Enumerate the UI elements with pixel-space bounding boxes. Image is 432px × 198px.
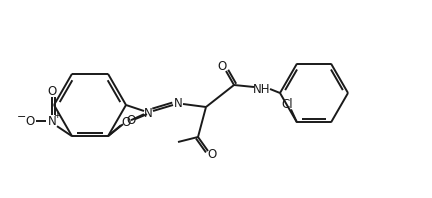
- Text: +: +: [53, 111, 61, 120]
- Text: N: N: [174, 96, 182, 109]
- Text: NH: NH: [253, 83, 271, 95]
- Text: N: N: [143, 107, 152, 120]
- Text: N: N: [48, 115, 56, 128]
- Text: O: O: [207, 148, 216, 162]
- Text: O: O: [48, 85, 57, 98]
- Text: O: O: [127, 114, 136, 127]
- Text: O: O: [217, 61, 227, 73]
- Text: −: −: [17, 112, 27, 122]
- Text: Cl: Cl: [281, 98, 293, 111]
- Text: O: O: [25, 115, 35, 128]
- Text: O: O: [121, 116, 130, 129]
